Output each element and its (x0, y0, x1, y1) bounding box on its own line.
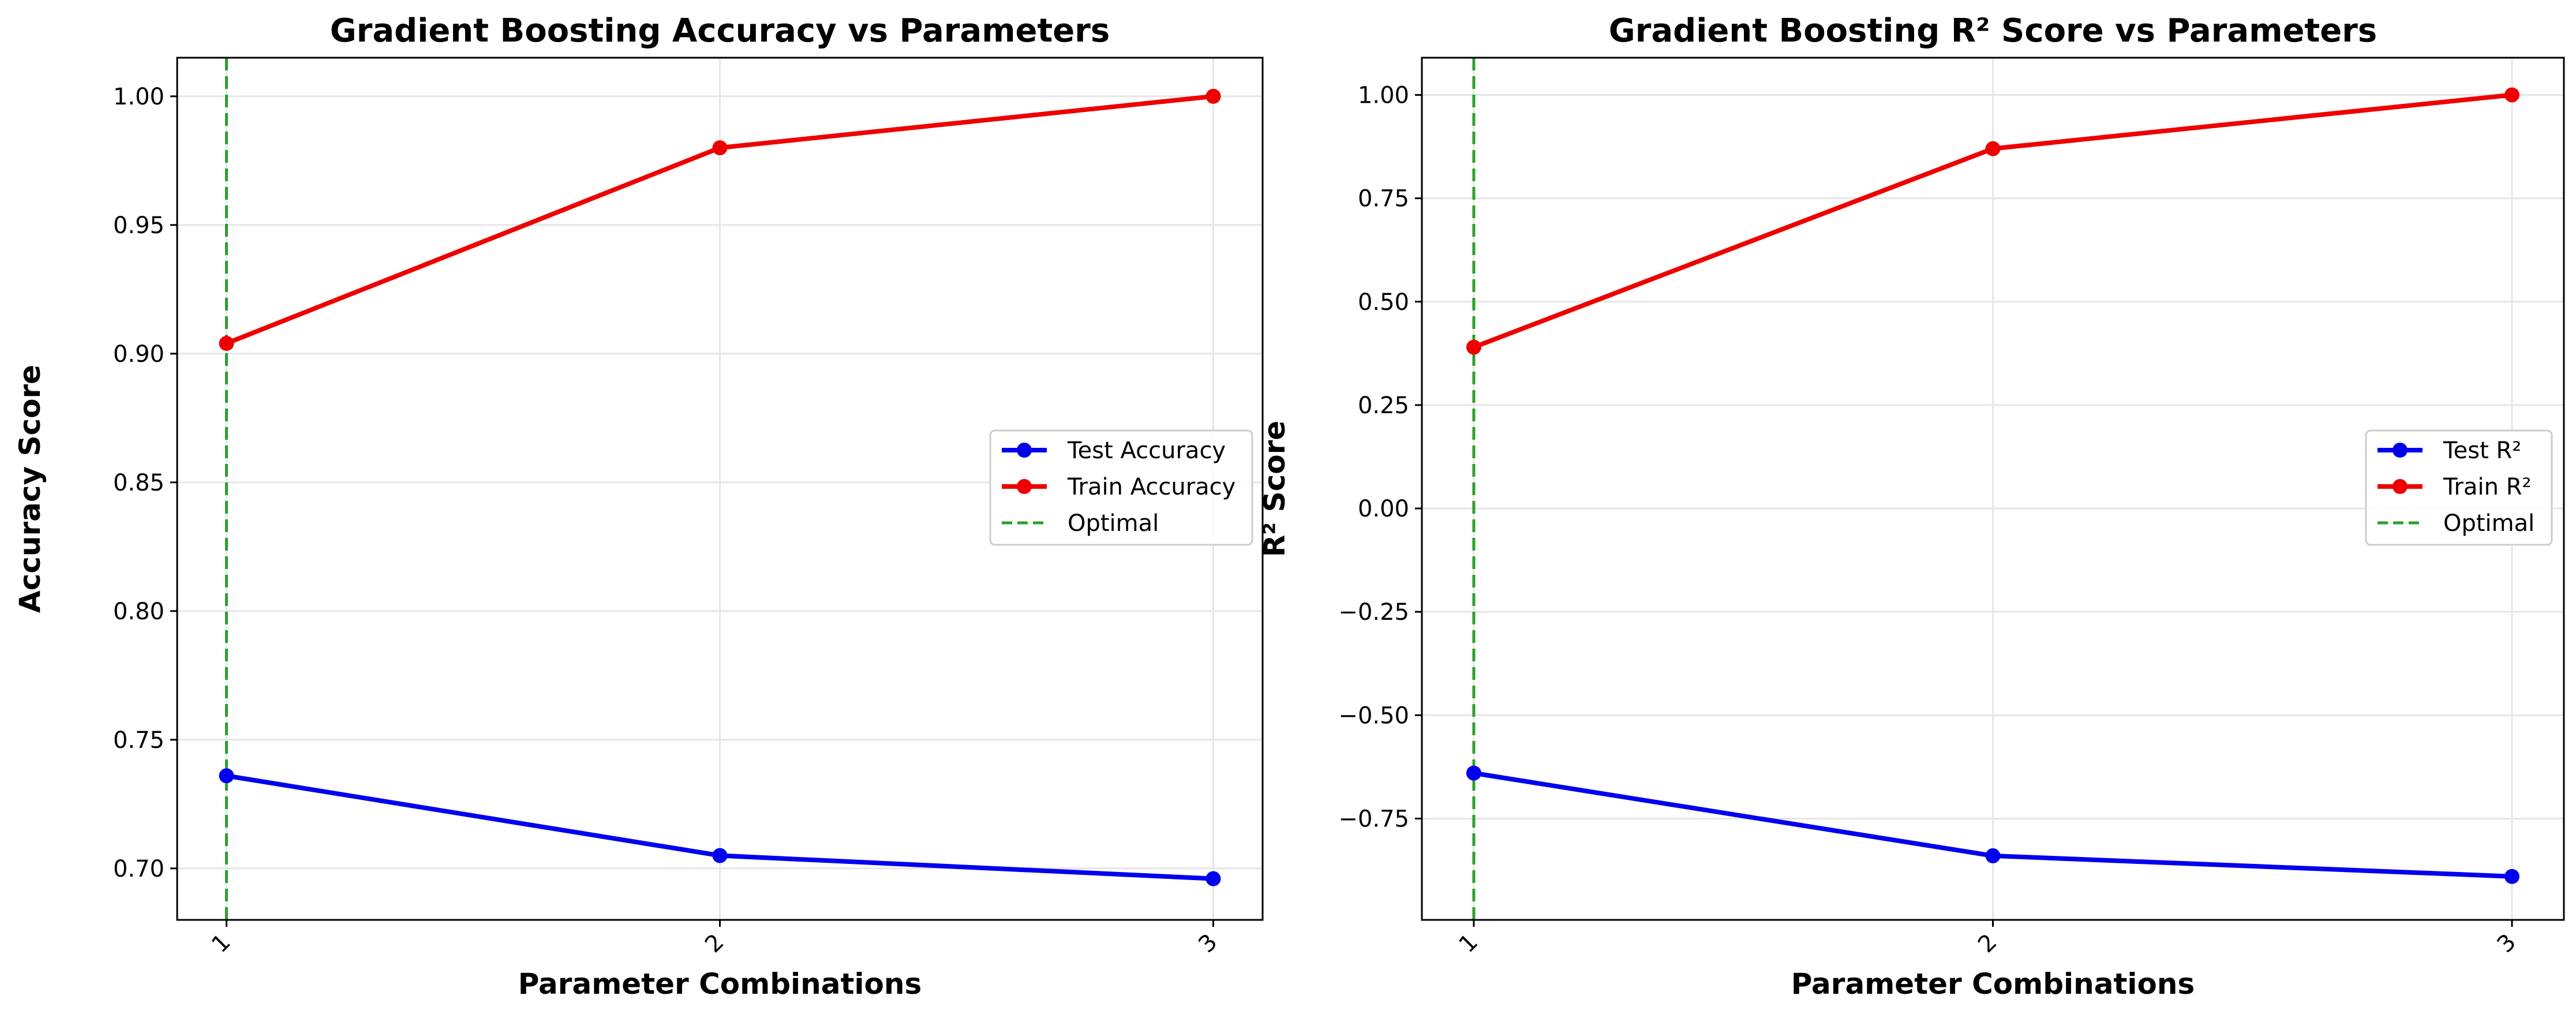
data-point (712, 140, 728, 156)
data-point (1985, 848, 2001, 863)
y-tick-label: 0.90 (113, 341, 164, 368)
legend: Test Accuracy Train Accuracy Optimal (989, 429, 1253, 546)
y-tick-label: 0.25 (1358, 392, 1409, 419)
y-tick-label: 0.75 (1358, 186, 1409, 212)
legend-marker (2392, 443, 2407, 458)
data-point (219, 336, 234, 351)
y-tick-label: 0.85 (113, 470, 164, 496)
y-tick-label: 0.95 (113, 212, 164, 239)
chart-panel-2: −0.75−0.50−0.250.000.250.500.751.001 2 3Gr… (1258, 12, 2565, 1001)
data-point (1985, 141, 2001, 156)
legend-entry-optimal: Optimal (1068, 510, 1159, 537)
data-point (219, 768, 234, 784)
legend-entry-optimal: Optimal (2443, 510, 2534, 537)
y-tick-label: −0.75 (1338, 806, 1409, 832)
y-tick-label: −0.50 (1338, 702, 1409, 729)
data-point (712, 848, 728, 863)
data-point (1205, 88, 1221, 104)
y-tick-label: 0.70 (113, 856, 164, 882)
data-point (2504, 869, 2520, 884)
legend-marker (1017, 479, 1032, 494)
y-tick-label: 0.00 (1358, 496, 1409, 522)
y-axis-label: R² Score (1258, 421, 1291, 557)
y-axis-label: Accuracy Score (13, 365, 47, 613)
x-axis-label: Parameter Combinations (1791, 967, 2195, 1001)
legend-marker (2392, 479, 2407, 494)
y-tick-label: 0.80 (113, 598, 164, 625)
y-tick-label: 0.75 (113, 727, 164, 754)
data-point (1466, 339, 1481, 355)
legend-entry-test: Test R² (2443, 437, 2521, 464)
y-tick-label: 0.50 (1358, 289, 1409, 316)
chart-title: Gradient Boosting R² Score vs Parameters (1609, 12, 2377, 50)
legend-entry-train: Train R² (2443, 474, 2532, 500)
data-point (1466, 765, 1481, 781)
x-axis-label: Parameter Combinations (518, 967, 922, 1001)
legend-box (2365, 429, 2553, 546)
y-tick-label: −0.25 (1338, 599, 1409, 626)
data-point (2504, 87, 2520, 103)
chart-title: Gradient Boosting Accuracy vs Parameters (330, 12, 1110, 50)
y-tick-label: 1.00 (1358, 82, 1409, 108)
legend: Test R² Train R² Optimal (2365, 429, 2553, 546)
y-tick-label: 1.00 (113, 84, 164, 110)
legend-box (989, 429, 1253, 546)
chart-panel-1: 0.700.750.800.850.900.951.001 2 3Gradient … (13, 12, 1264, 1001)
data-point (1205, 871, 1221, 886)
legend-entry-test: Test Accuracy (1067, 437, 1226, 464)
legend-marker (1017, 443, 1032, 458)
legend-entry-train: Train Accuracy (1067, 474, 1235, 500)
